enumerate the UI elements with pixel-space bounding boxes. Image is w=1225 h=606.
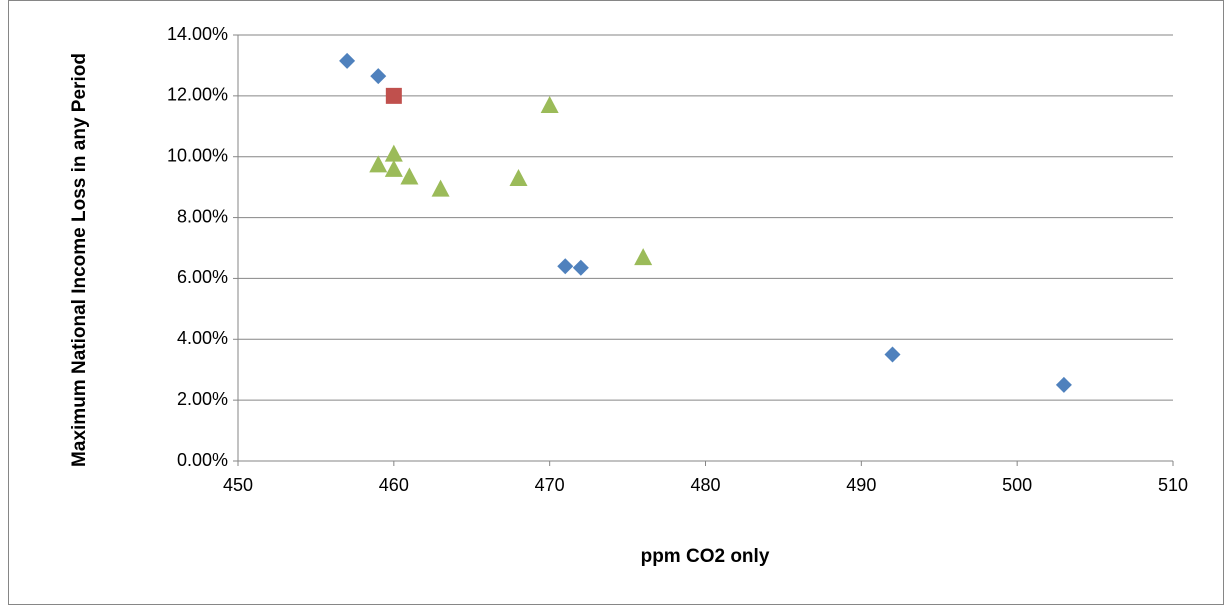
triangle-marker — [431, 179, 450, 197]
chart-border — [8, 0, 1224, 605]
triangle-marker — [384, 144, 403, 162]
triangle-marker — [634, 248, 653, 266]
y-tick-label: 2.00% — [177, 389, 228, 409]
diamond-marker — [339, 52, 356, 69]
y-tick-label: 8.00% — [177, 206, 228, 226]
y-axis-label: Maximum National Income Loss in any Peri… — [69, 53, 90, 467]
y-tick-label: 4.00% — [177, 328, 228, 348]
x-tick-label: 460 — [379, 475, 409, 495]
x-axis-label: ppm CO2 only — [641, 546, 770, 567]
triangle-marker — [369, 155, 388, 173]
diamond-marker — [557, 258, 574, 275]
triangle-marker — [384, 159, 403, 177]
x-tick-label: 450 — [223, 475, 253, 495]
triangle-marker — [400, 167, 419, 185]
diamond-marker — [1055, 376, 1072, 393]
diamond-marker — [370, 68, 387, 85]
diamond-marker — [884, 346, 901, 363]
y-tick-label: 10.00% — [167, 145, 228, 165]
x-tick-label: 500 — [1002, 475, 1032, 495]
x-tick-label: 480 — [690, 475, 720, 495]
triangle-marker — [540, 95, 559, 113]
y-tick-label: 12.00% — [167, 85, 228, 105]
triangle-marker — [509, 169, 528, 187]
y-tick-label: 6.00% — [177, 267, 228, 287]
x-tick-label: 470 — [535, 475, 565, 495]
diamond-marker — [572, 259, 589, 276]
square-marker — [385, 87, 402, 104]
y-tick-label: 14.00% — [167, 24, 228, 44]
x-tick-label: 510 — [1158, 475, 1188, 495]
x-tick-label: 490 — [846, 475, 876, 495]
y-tick-label: 0.00% — [177, 450, 228, 470]
